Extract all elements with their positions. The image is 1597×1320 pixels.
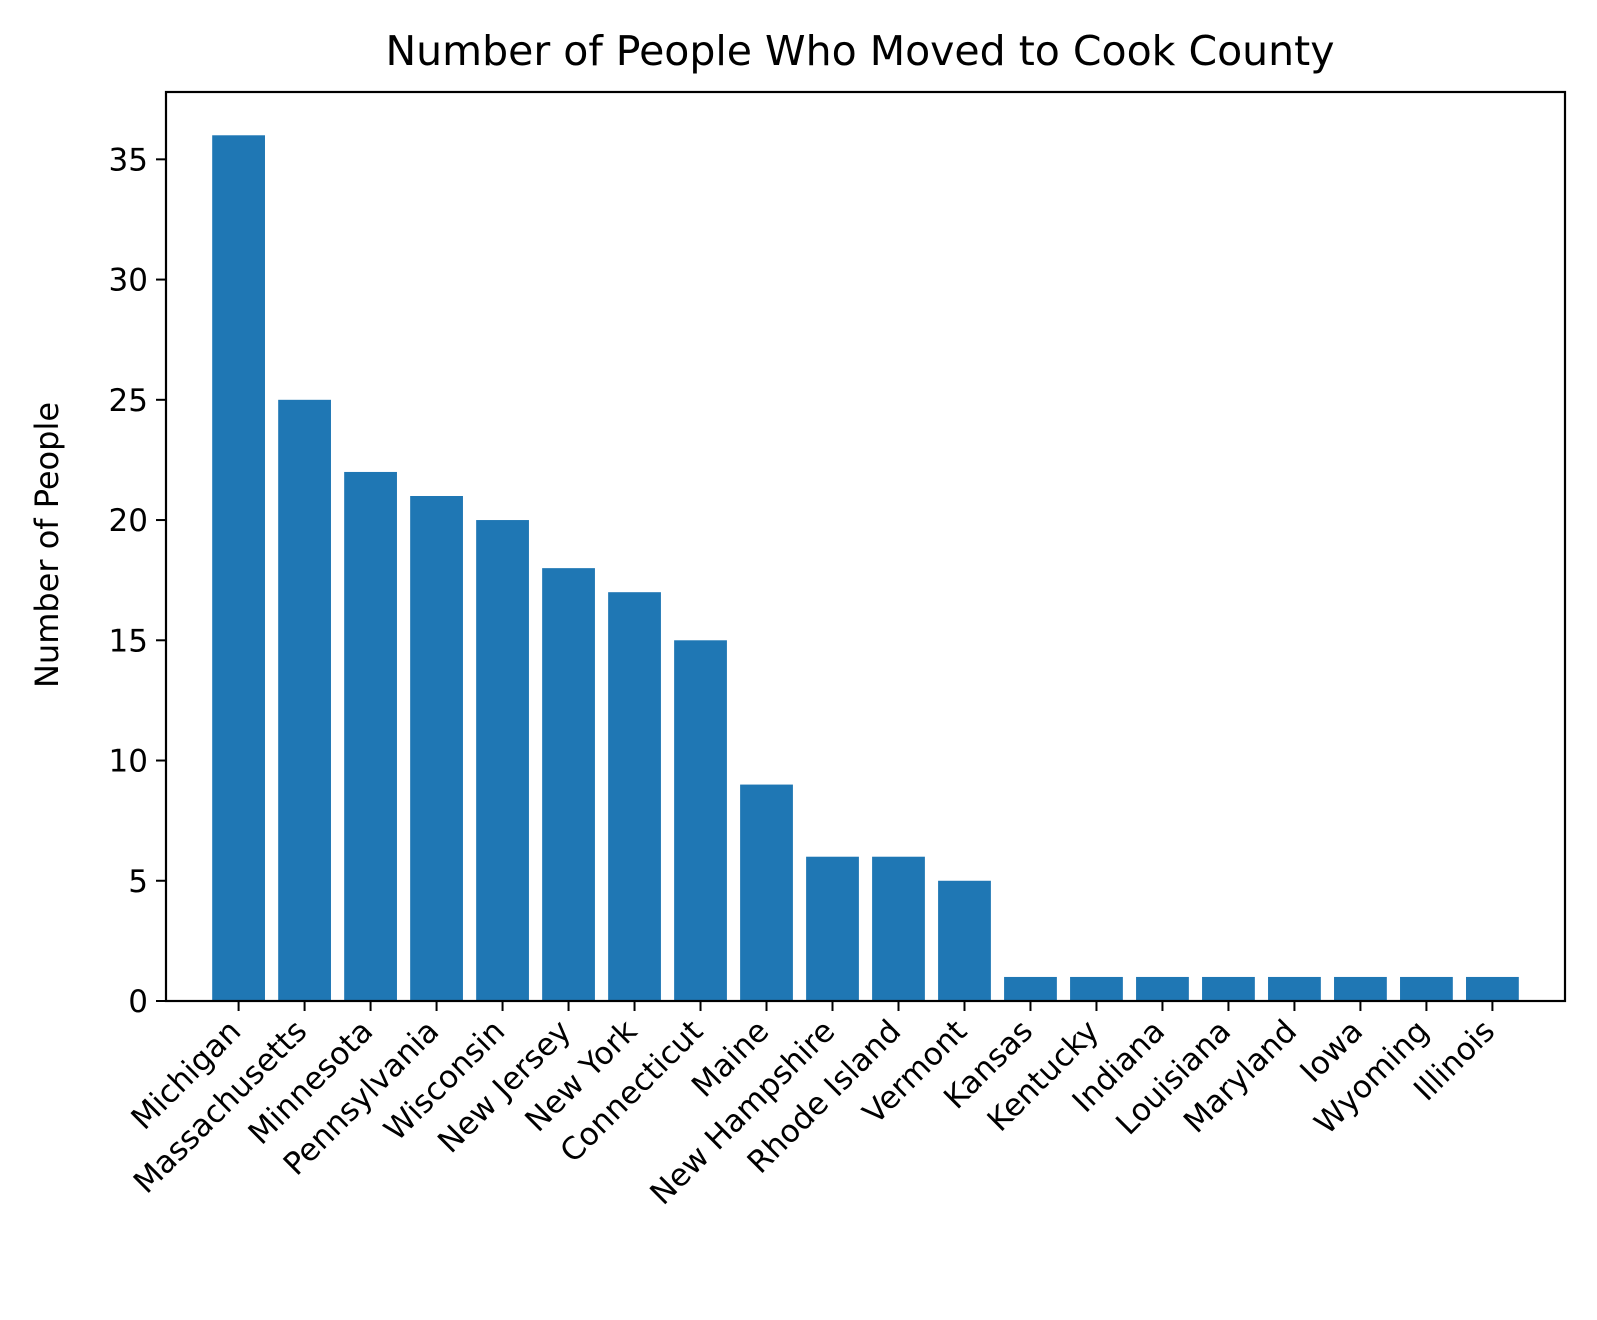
x-axis-ticks: MichiganMassachusettsMinnesotaPennsylvan…	[125, 1001, 1502, 1212]
bar-wyoming	[1400, 976, 1453, 1001]
bar-maine	[740, 784, 793, 1001]
chart-title: Number of People Who Moved to Cook Count…	[386, 27, 1335, 75]
y-tick-label: 20	[109, 503, 148, 539]
bars-group	[212, 135, 1519, 1002]
bar-illinois	[1466, 976, 1519, 1001]
y-tick-label: 0	[128, 984, 148, 1020]
y-tick-label: 5	[128, 864, 148, 900]
y-tick-label: 30	[109, 263, 148, 299]
bar-minnesota	[344, 471, 397, 1001]
bar-vermont	[938, 880, 991, 1001]
bar-connecticut	[674, 640, 727, 1001]
y-tick-label: 35	[109, 142, 148, 178]
plot-area-frame	[164, 90, 1567, 1003]
y-tick-label: 15	[109, 623, 148, 659]
bar-massachusetts	[278, 399, 331, 1001]
bar-iowa	[1334, 976, 1387, 1001]
bar-new-hampshire	[806, 856, 859, 1001]
y-tick-label: 25	[109, 383, 148, 419]
bar-michigan	[212, 135, 265, 1002]
bar-new-jersey	[542, 568, 595, 1001]
bar-indiana	[1136, 976, 1189, 1001]
bar-kansas	[1004, 976, 1057, 1001]
bar-kentucky	[1070, 976, 1123, 1001]
bar-wisconsin	[476, 520, 529, 1001]
y-tick-label: 10	[109, 744, 148, 780]
bar-new-york	[608, 592, 661, 1001]
bar-rhode-island	[872, 856, 925, 1001]
bar-maryland	[1268, 976, 1321, 1001]
bar-louisiana	[1202, 976, 1255, 1001]
bar-pennsylvania	[410, 496, 463, 1001]
y-axis-label: Number of People	[28, 402, 66, 688]
y-axis-ticks: 0 5 10 15 20 25 30 35	[109, 142, 166, 1020]
